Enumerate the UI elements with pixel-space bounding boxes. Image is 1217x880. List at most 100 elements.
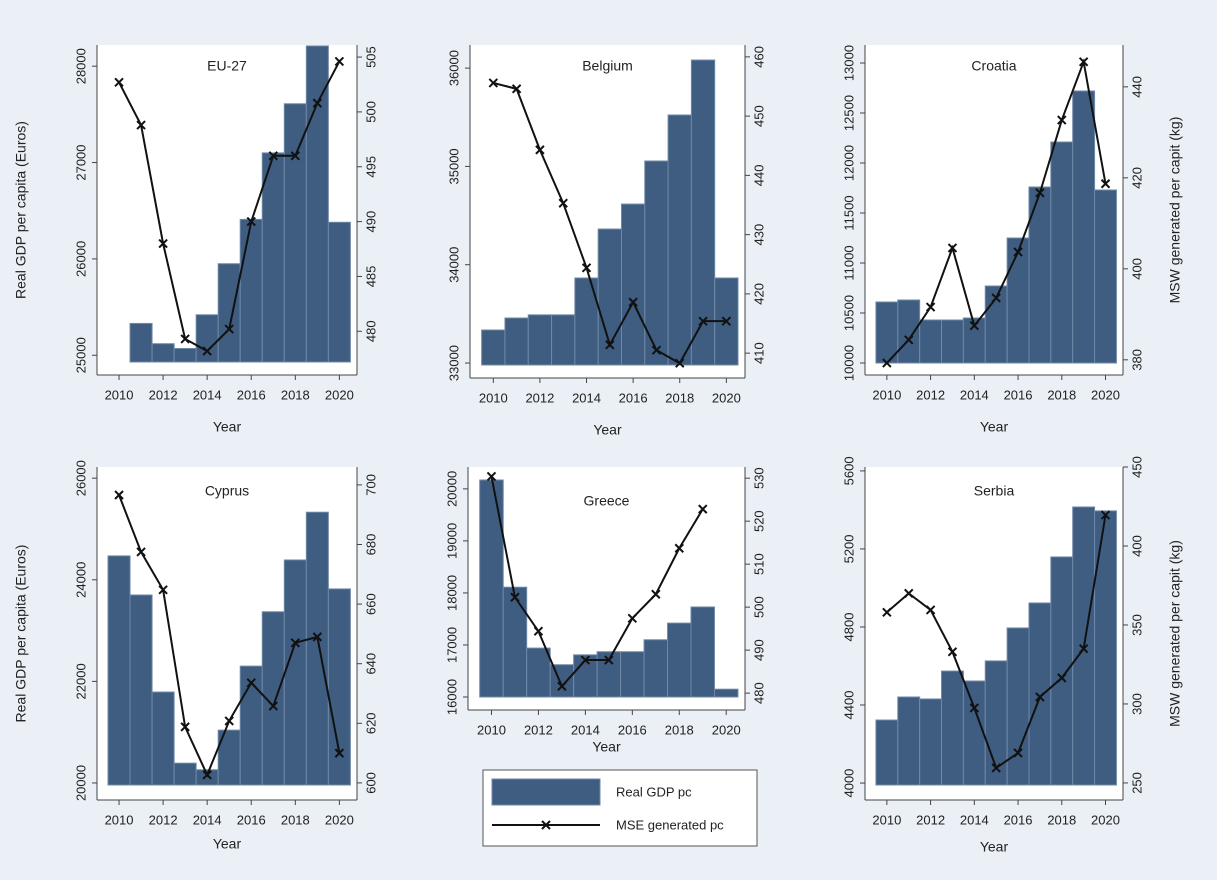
- marker: [969, 320, 980, 331]
- bar: [195, 314, 219, 363]
- y-axis-label: Real GDP per capita (Euros): [13, 545, 29, 723]
- y2-axis-label: MSW generated per capit (kg): [1167, 540, 1183, 727]
- bar: [667, 114, 692, 366]
- y2-tick-label: 500: [751, 596, 766, 618]
- x-tick-label: 2012: [149, 387, 178, 402]
- bar: [713, 688, 739, 698]
- y2-tick-label: 450: [751, 105, 766, 127]
- marker: [136, 120, 146, 130]
- y-tick-label: 12000: [841, 145, 856, 181]
- y-tick-label: 28000: [73, 48, 88, 84]
- marker: [651, 589, 661, 599]
- panel: Greece Year 16000 17000 18000 19000 20000 480 49…: [444, 467, 766, 755]
- panel: Cyprus Year Real GDP per capita (Euros) 200…: [13, 460, 379, 852]
- marker: [882, 607, 892, 618]
- marker: [675, 358, 685, 368]
- y2-tick-label: 490: [363, 211, 378, 233]
- legend-label: Real GDP pc: [616, 784, 692, 799]
- x-tick-label: 2016: [618, 722, 647, 737]
- marker: [1100, 179, 1111, 189]
- marker: [604, 655, 614, 665]
- bar: [897, 696, 921, 786]
- x-tick-label: 2018: [281, 387, 310, 402]
- y-tick-label: 36000: [446, 50, 461, 86]
- marker: [268, 701, 278, 711]
- y2-tick-label: 640: [363, 653, 378, 675]
- marker: [991, 763, 1001, 773]
- y2-tick-label: 440: [1129, 76, 1144, 98]
- x-tick-label: 2014: [960, 812, 989, 827]
- marker: [581, 263, 592, 273]
- marker: [158, 585, 168, 595]
- legend-swatch-bar: [491, 778, 601, 806]
- y2-tick-label: 400: [1129, 258, 1144, 280]
- marker: [486, 471, 497, 482]
- bar: [1028, 602, 1052, 786]
- bar: [941, 670, 964, 786]
- y2-tick-label: 380: [1129, 349, 1144, 371]
- x-axis-label: Year: [213, 419, 242, 435]
- marker: [202, 770, 212, 780]
- marker: [627, 613, 638, 624]
- marker: [114, 490, 124, 500]
- marker: [510, 592, 520, 602]
- marker: [1035, 188, 1045, 198]
- x-tick-label: 2020: [325, 387, 354, 402]
- x-tick-label: 2016: [237, 387, 266, 402]
- x-tick-label: 2018: [1047, 387, 1076, 402]
- bar: [305, 511, 329, 786]
- marker: [605, 340, 615, 350]
- bar: [283, 559, 307, 786]
- marker: [904, 335, 914, 345]
- x-axis-label: Year: [593, 422, 622, 438]
- marker: [698, 504, 708, 514]
- marker: [136, 547, 146, 557]
- y-tick-label: 22000: [73, 663, 88, 699]
- x-axis-label: Year: [213, 836, 242, 852]
- bar: [173, 348, 197, 363]
- bar: [479, 479, 504, 698]
- y-tick-label: 33000: [446, 345, 461, 381]
- marker: [1057, 115, 1067, 125]
- x-axis-label: Year: [592, 739, 621, 755]
- y-tick-label: 20000: [73, 765, 88, 801]
- bar: [283, 103, 307, 363]
- marker: [114, 77, 124, 88]
- bar: [620, 203, 646, 366]
- y2-tick-label: 520: [751, 510, 766, 532]
- bar: [151, 691, 175, 786]
- x-tick-label: 2020: [1091, 387, 1120, 402]
- marker: [158, 238, 168, 249]
- y2-tick-label: 510: [751, 553, 766, 575]
- marker: [925, 302, 936, 312]
- y-tick-label: 13000: [841, 45, 856, 81]
- bar: [690, 59, 716, 366]
- marker: [224, 716, 234, 726]
- y2-tick-label: 500: [363, 101, 378, 123]
- bar: [327, 221, 351, 363]
- y-tick-label: 26000: [73, 241, 88, 277]
- bar: [620, 651, 645, 698]
- marker: [651, 345, 662, 355]
- y-tick-label: 24000: [73, 562, 88, 598]
- marker: [268, 151, 278, 161]
- y-tick-label: 17000: [444, 627, 459, 663]
- bar: [875, 719, 899, 786]
- bar: [919, 698, 943, 786]
- marker: [557, 681, 567, 691]
- marker: [312, 632, 323, 642]
- bar: [1050, 556, 1074, 786]
- y2-tick-label: 530: [751, 467, 766, 489]
- y2-tick-label: 495: [363, 156, 378, 178]
- y-tick-label: 10500: [841, 295, 856, 331]
- x-tick-label: 2010: [105, 812, 134, 827]
- x-tick-label: 2010: [872, 812, 901, 827]
- bar: [327, 588, 351, 786]
- legend-label: MSE generated pc: [616, 817, 724, 832]
- marker: [882, 358, 892, 368]
- x-tick-label: 2018: [665, 722, 694, 737]
- x-tick-label: 2016: [1004, 812, 1033, 827]
- y-tick-label: 20000: [444, 471, 459, 507]
- bar: [1050, 141, 1074, 364]
